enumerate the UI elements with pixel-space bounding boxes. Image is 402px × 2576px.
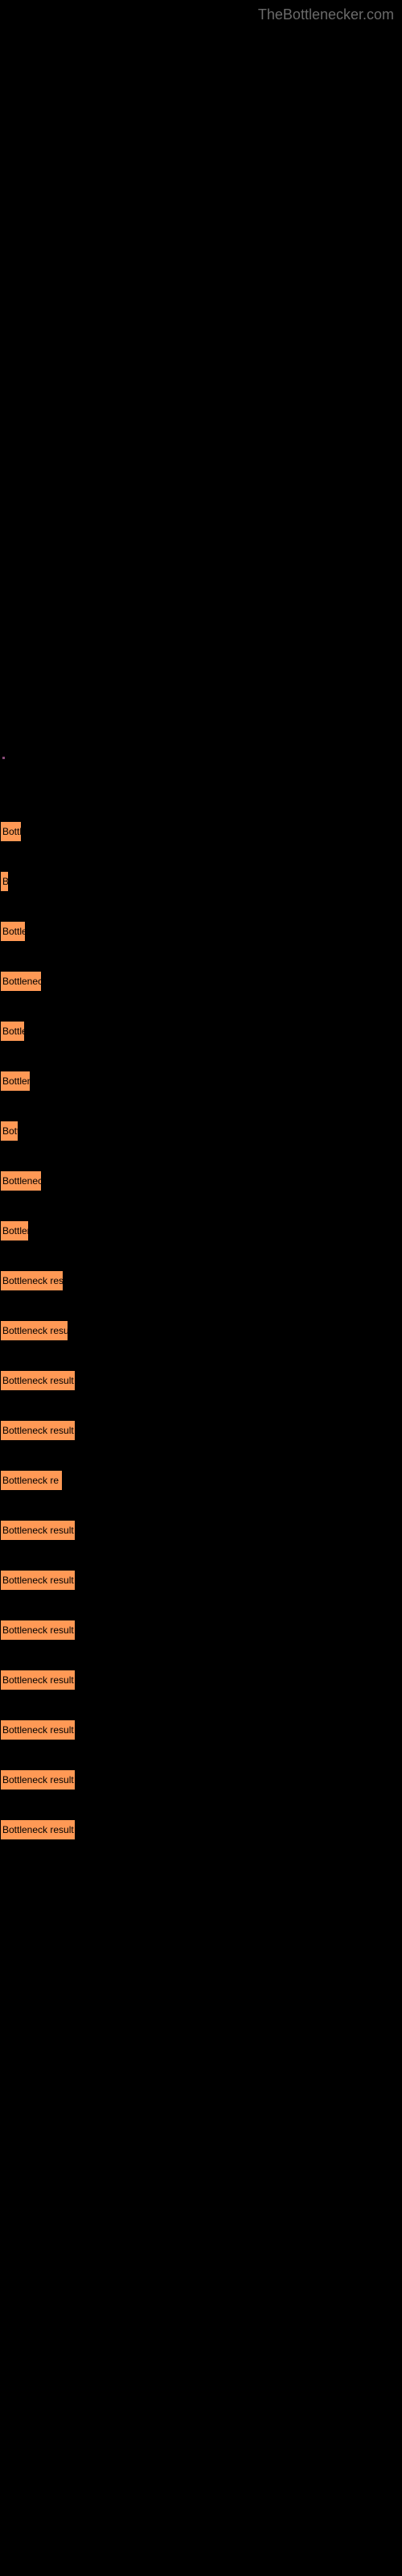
bar: Bottleneck <box>0 971 42 992</box>
bar: Bottleneck result <box>0 1370 76 1391</box>
watermark-text: TheBottlenecker.com <box>258 6 394 23</box>
bar: Bottleneck resu <box>0 1320 68 1341</box>
bar: Bottleneck result <box>0 1570 76 1591</box>
bar: Bottler <box>0 1021 25 1042</box>
bar-row: Bottle <box>0 821 22 842</box>
bar-row: Bottlen <box>0 1220 29 1241</box>
bar: Bottleneck res <box>0 1270 64 1291</box>
bar: Bottleneck result <box>0 1670 76 1690</box>
bar-row: Bottleneck result <box>0 1570 76 1591</box>
bar: B <box>0 871 9 892</box>
bar-row: Bottleneck result <box>0 1420 76 1441</box>
bar: Bottleneck re <box>0 1470 63 1491</box>
bar-row: Bottlene <box>0 1071 31 1092</box>
bar: Bottleneck result <box>0 1819 76 1840</box>
bar-row: Bottleneck result <box>0 1769 76 1790</box>
bar-row: Bottleneck <box>0 971 42 992</box>
bar: Bottle <box>0 821 22 842</box>
bar-row: Bottleneck result <box>0 1370 76 1391</box>
bar: Bottleneck result <box>0 1769 76 1790</box>
bar-row: Bottler <box>0 1021 25 1042</box>
bar-row: Bottleneck result <box>0 1819 76 1840</box>
bar-row: Bottleneck <box>0 1170 42 1191</box>
data-point-dot <box>2 757 5 759</box>
bar: Bottleneck <box>0 1170 42 1191</box>
bar: Bottleneck result <box>0 1420 76 1441</box>
bar-row: Bottleneck resu <box>0 1320 68 1341</box>
bar-row: Bottleneck re <box>0 1470 63 1491</box>
bar: Bottlen <box>0 921 26 942</box>
bar-row: Bottleneck result <box>0 1719 76 1740</box>
bar: Bottleneck result <box>0 1719 76 1740</box>
bar-row: Bottlen <box>0 921 26 942</box>
bar-row: Bottleneck result <box>0 1620 76 1641</box>
bar-row: Bottleneck result <box>0 1520 76 1541</box>
bar-row: Bottleneck result <box>0 1670 76 1690</box>
bar-row: Bott <box>0 1121 18 1141</box>
bar-row: Bottleneck res <box>0 1270 64 1291</box>
bar: Bottleneck result <box>0 1620 76 1641</box>
bar: Bottlene <box>0 1071 31 1092</box>
bar: Bottleneck result <box>0 1520 76 1541</box>
bar: Bottlen <box>0 1220 29 1241</box>
bar-row: B <box>0 871 9 892</box>
bar: Bott <box>0 1121 18 1141</box>
